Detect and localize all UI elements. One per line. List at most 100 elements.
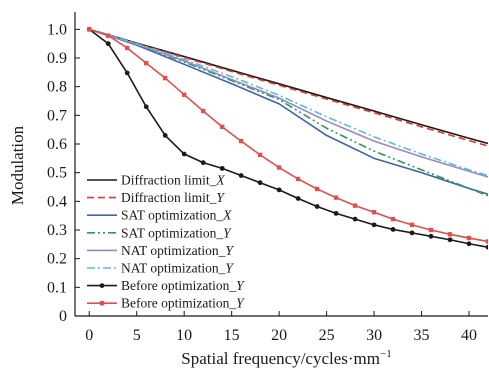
- y-tick-label: 0.6: [47, 136, 67, 153]
- legend-label-axis: Y: [236, 278, 245, 293]
- legend-label-7: Before optimization_Y: [121, 296, 245, 311]
- legend-label-axis: X: [215, 173, 225, 188]
- series-7-point: [144, 60, 149, 66]
- series-7-point: [352, 203, 358, 208]
- legend-label-axis: X: [222, 208, 232, 223]
- series-7-point: [162, 75, 168, 81]
- legend-label-axis: Y: [223, 225, 232, 240]
- series-7-point: [485, 239, 488, 244]
- y-tick-label: 0: [59, 308, 67, 325]
- series-6-point: [238, 173, 244, 178]
- x-axis-label: Spatial frequency/cycles·mm−1: [181, 348, 391, 368]
- y-axis-label: Modulation: [8, 125, 27, 205]
- axes: [74, 12, 488, 317]
- series-7-point: [390, 216, 396, 222]
- series-6-point: [409, 230, 415, 236]
- series-7-point: [219, 124, 225, 129]
- series-line-2: [88, 28, 488, 195]
- legend-marker-6: [99, 283, 105, 288]
- y-tick-label: 0.5: [47, 165, 67, 182]
- x-tick-label: 15: [224, 327, 240, 344]
- series-line-4: [89, 28, 488, 178]
- legend-label-axis: Y: [225, 261, 234, 276]
- legend-label-0: Diffraction limit_X: [121, 173, 225, 188]
- x-tick-label: 20: [271, 327, 287, 344]
- series-6-point: [162, 133, 168, 138]
- x-axis-label-superscript: −1: [380, 348, 392, 360]
- legend-label-axis: Y: [216, 190, 225, 205]
- series-6-point: [200, 160, 206, 166]
- series-7-point: [428, 227, 434, 233]
- x-tick-label: 25: [319, 327, 335, 344]
- legend-label-3: SAT optimization_Y: [121, 225, 232, 240]
- x-tick-label: 30: [366, 327, 382, 344]
- series-line-5: [89, 28, 488, 177]
- series-6-point: [143, 104, 149, 110]
- y-tick-label: 0.8: [47, 79, 67, 96]
- legend-label-text: NAT optimization_: [121, 261, 226, 276]
- series-6-point: [428, 233, 434, 239]
- legend-label-axis: Y: [236, 296, 245, 311]
- legend-label-5: NAT optimization_Y: [121, 261, 234, 276]
- series-7-point: [125, 45, 130, 51]
- x-tick-label: 35: [414, 327, 430, 344]
- series-7-point: [276, 165, 282, 170]
- series-6-point: [257, 180, 263, 186]
- series-7-point: [87, 27, 92, 32]
- legend-label-text: Diffraction limit_: [121, 190, 217, 205]
- series-7-point: [106, 33, 111, 38]
- series-6-point: [333, 210, 339, 216]
- x-tick-label: 5: [133, 327, 141, 344]
- y-tick-label: 0.7: [47, 107, 67, 124]
- series-6-point: [447, 237, 453, 243]
- series-clip-group: [86, 26, 488, 250]
- x-tick-label: 10: [176, 327, 192, 344]
- series-7-point: [333, 195, 339, 200]
- legend-label-axis: Y: [225, 243, 234, 258]
- y-tick-label: 0.3: [47, 222, 67, 239]
- series-7-point: [466, 235, 472, 241]
- y-tick-label: 0.1: [47, 279, 67, 296]
- series-7-point: [257, 152, 263, 158]
- series-line-6: [88, 28, 488, 248]
- series-7-point: [371, 210, 377, 215]
- series-line-1: [89, 28, 488, 147]
- legend-label-2: SAT optimization_X: [121, 208, 232, 223]
- y-tick-label: 1.0: [47, 21, 67, 38]
- series-7-point: [409, 222, 415, 228]
- legend-label-text: NAT optimization_: [121, 243, 226, 258]
- legend-label-1: Diffraction limit_Y: [121, 190, 225, 205]
- series-7-point: [200, 108, 206, 114]
- series-7-point: [181, 92, 187, 97]
- series-line-0: [89, 28, 488, 145]
- legend-label-text: Diffraction limit_: [121, 173, 217, 188]
- series-6-point: [105, 41, 111, 47]
- series-6-point: [124, 70, 130, 76]
- series-6-point: [295, 196, 301, 201]
- series-7-point: [238, 138, 244, 144]
- legend-label-text: Before optimization_: [121, 278, 236, 293]
- y-tick-label: 0.2: [47, 251, 67, 268]
- series-6-point: [219, 165, 225, 171]
- series-6-point: [276, 187, 282, 193]
- series-line-7: [88, 28, 488, 243]
- series-6-point: [466, 241, 472, 247]
- legend-label-text: Before optimization_: [121, 296, 236, 311]
- series-7-point: [314, 186, 320, 192]
- legend-label-4: NAT optimization_Y: [121, 243, 234, 258]
- x-axis-label-text: Spatial frequency/cycles·mm: [181, 349, 380, 368]
- series-6-point: [390, 227, 396, 232]
- series-6-point: [352, 216, 358, 222]
- y-tick-label: 0.9: [47, 50, 67, 67]
- y-tick-label: 0.4: [47, 193, 67, 210]
- series-6-point: [314, 204, 320, 209]
- legend-label-6: Before optimization_Y: [121, 278, 245, 293]
- series-7-point: [447, 232, 453, 237]
- x-tick-label: 40: [461, 327, 477, 344]
- series-6-point: [181, 151, 187, 157]
- legend-label-text: SAT optimization_: [121, 208, 223, 223]
- x-tick-label: 0: [85, 327, 93, 344]
